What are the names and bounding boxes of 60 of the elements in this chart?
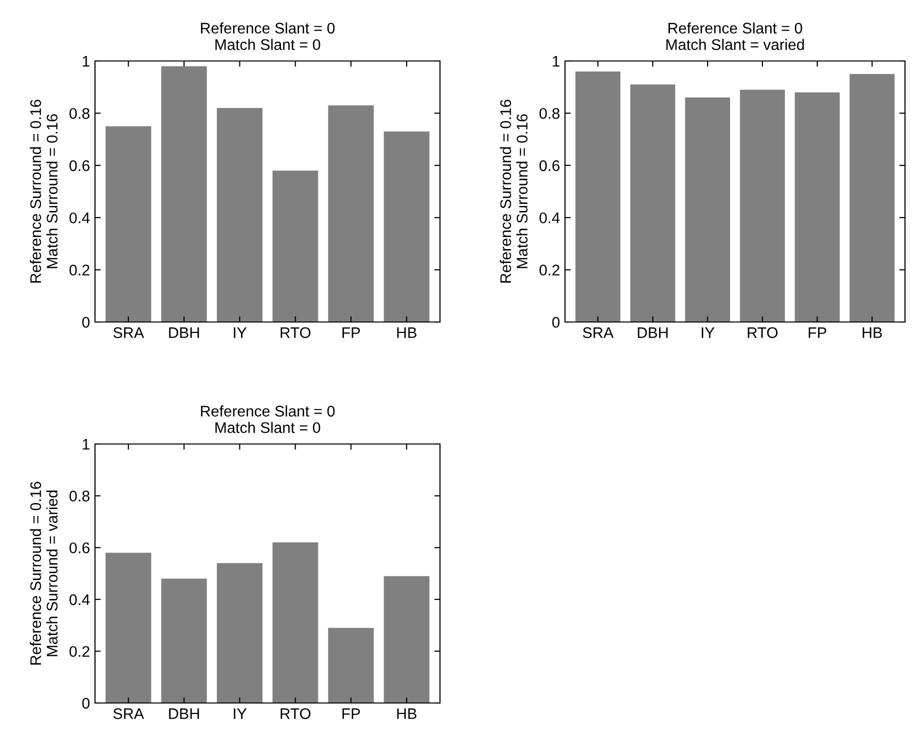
x-tick-label: DBH (638, 327, 668, 338)
y-tick-label: 0.8 (70, 108, 90, 119)
x-tick-label: SRA (113, 327, 144, 338)
y-tick-label: 0.4 (70, 212, 90, 224)
x-tick-label: RTO (748, 327, 778, 338)
bar (216, 563, 262, 703)
bar (106, 126, 152, 322)
x-tick-label: RTO (280, 327, 310, 338)
y-tick-label: 0.4 (540, 212, 560, 224)
bar (161, 578, 207, 703)
x-tick-label: DBH (169, 327, 199, 338)
bar (384, 576, 430, 703)
y-tick-label: 0.4 (70, 594, 90, 606)
y-tick-label: 0 (82, 316, 90, 328)
x-tick-label: HB (397, 327, 416, 338)
x-tick-label: FP (808, 327, 826, 338)
chart-title: Reference Slant = 0 Match Slant = 0 (201, 405, 335, 434)
x-tick-label: IY (702, 327, 714, 338)
x-tick-label: FP (342, 708, 360, 719)
y-axis-title: Reference Surround = 0.16 Match Surround = 0.16 (500, 100, 528, 283)
y-tick-label: 0 (552, 316, 560, 328)
x-tick-label: FP (342, 327, 360, 338)
y-tick-label: 0.2 (70, 646, 90, 657)
bar (794, 92, 840, 322)
y-tick-label: 1 (82, 56, 90, 67)
y-tick-label: 0.8 (70, 490, 90, 502)
chart-title: Reference Slant = 0 Match Slant = 0 (201, 22, 335, 50)
bar (216, 108, 262, 322)
y-tick-label: 0.6 (540, 160, 560, 172)
bar (575, 71, 620, 322)
bar (850, 74, 895, 322)
bar (328, 628, 374, 703)
y-tick-label: 1 (82, 439, 90, 450)
bar (685, 98, 730, 322)
x-tick-label: DBH (169, 708, 199, 719)
x-tick-label: SRA (113, 708, 144, 720)
x-tick-label: IY (234, 327, 247, 338)
chart-title: Reference Slant = 0 Match Slant = varied (666, 22, 804, 50)
bar (272, 542, 318, 703)
bar (106, 552, 152, 703)
bar (384, 131, 430, 322)
y-tick-label: 1 (552, 56, 560, 67)
y-tick-label: 0.6 (70, 542, 90, 554)
y-tick-label: 0.2 (70, 264, 90, 276)
y-tick-label: 0.2 (540, 264, 560, 276)
bar (161, 66, 207, 322)
bar (630, 84, 676, 322)
y-tick-label: 0 (82, 698, 90, 709)
y-axis-title: Reference Surround = 0.16 Match Surround = 0.16 (30, 100, 58, 283)
y-tick-label: 0.6 (70, 160, 90, 172)
x-tick-label: HB (397, 708, 416, 719)
x-tick-label: HB (862, 327, 882, 338)
x-tick-label: IY (234, 708, 247, 719)
x-tick-label: SRA (582, 327, 614, 338)
bar (740, 90, 785, 322)
bar (328, 105, 374, 322)
y-axis-title: Reference Surround = 0.16 Match Surround = varied (30, 482, 58, 665)
bar (272, 170, 318, 322)
y-tick-label: 0.8 (540, 108, 560, 119)
x-tick-label: RTO (280, 708, 310, 720)
